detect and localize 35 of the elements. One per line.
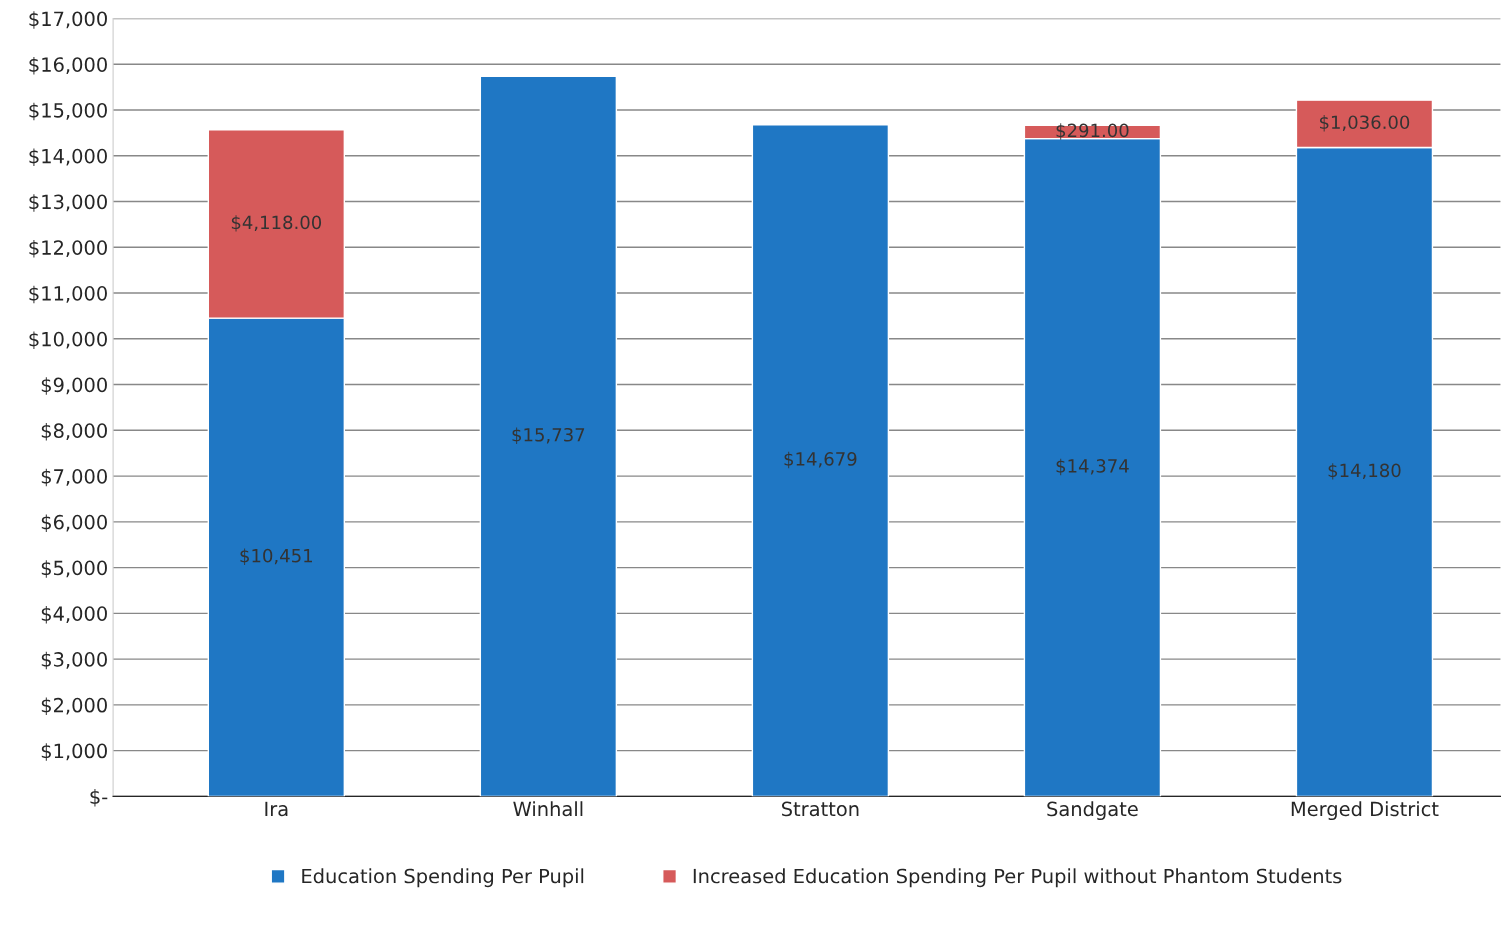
x-tick-label: Ira — [265, 801, 288, 817]
y-tick-label: $14,000 — [29, 148, 107, 167]
legend-label: Education Spending Per Pupil — [302, 868, 584, 888]
data-label: $10,451 — [240, 548, 312, 565]
y-tick-label: $8,000 — [41, 422, 107, 441]
x-tick-label: Stratton — [781, 801, 859, 817]
data-label: $4,118.00 — [231, 215, 322, 232]
y-tick-label: $1,000 — [41, 743, 107, 761]
y-tick-label: $12,000 — [29, 239, 107, 258]
data-label: $14,679 — [784, 451, 857, 469]
data-label: $15,737 — [512, 427, 585, 444]
y-tick-label: $11,000 — [29, 285, 107, 304]
legend-label: Increased Education Spending Per Pupil without Phantom Students — [693, 868, 1342, 888]
data-label: $14,180 — [1328, 463, 1401, 480]
y-tick-label: $15,000 — [29, 102, 107, 121]
y-tick-label: $10,000 — [29, 331, 107, 350]
y-tick-label: $3,000 — [41, 651, 107, 670]
bar — [479, 75, 618, 797]
y-tick-label: $9,000 — [41, 377, 107, 395]
y-tick-label: $5,000 — [41, 560, 107, 578]
data-label: $291.00 — [1056, 123, 1129, 140]
x-tick-label: Sandgate — [1047, 801, 1138, 821]
y-tick-label: $7,000 — [41, 468, 107, 487]
y-tick-label: $6,000 — [41, 514, 107, 533]
x-tick-label: Winhall — [513, 801, 583, 817]
y-tick-label: $4,000 — [41, 605, 107, 624]
data-label: $14,374 — [1056, 458, 1129, 476]
y-tick-label: $2,000 — [41, 697, 107, 716]
bar — [751, 124, 890, 797]
data-label: $1,036.00 — [1320, 115, 1410, 132]
y-tick-label: $13,000 — [29, 194, 107, 212]
y-tick-label: $17,000 — [29, 11, 107, 29]
y-tick-label: $- — [90, 788, 108, 807]
y-tick-label: $16,000 — [29, 56, 107, 75]
x-tick-label: Merged District — [1291, 801, 1439, 821]
